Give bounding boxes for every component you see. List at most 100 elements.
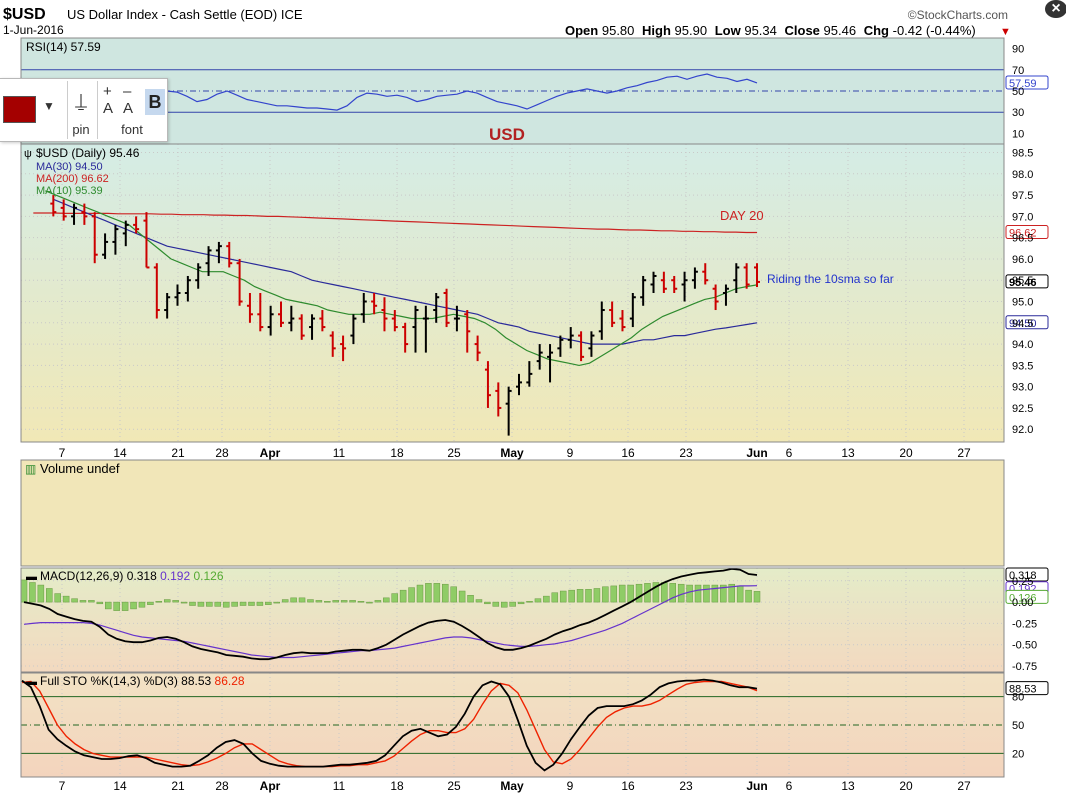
pin-button[interactable]: ⍊ pin <box>67 81 94 139</box>
x-tick-sto-2: 21 <box>171 779 185 793</box>
macd-title-signal: 0.192 <box>160 569 190 583</box>
macd-hist-43 <box>383 597 390 603</box>
font-increase-button[interactable]: + A <box>103 83 114 117</box>
rsi-y-tick-0: 10 <box>1012 128 1024 140</box>
hist-last-tag-box <box>1005 589 1049 604</box>
x-tick-price-5: 11 <box>333 446 346 460</box>
color-swatch[interactable] <box>3 96 36 123</box>
high-label: High <box>642 23 671 38</box>
x-tick-sto-13: 6 <box>786 779 793 793</box>
low-label: Low <box>715 23 742 38</box>
macd-hist-1 <box>29 582 36 603</box>
macd-hist-51 <box>450 586 457 603</box>
x-tick-price-2: 21 <box>171 446 185 460</box>
macd-title: MACD(12,26,9) 0.318 0.192 0.126 <box>40 569 224 583</box>
price-y-tick-7: 95.5 <box>1012 275 1033 287</box>
macd-hist-11 <box>113 601 120 611</box>
x-tick-sto-7: 25 <box>447 779 461 793</box>
ma30-legend: MA(30) 94.50 <box>36 161 103 173</box>
x-tick-price-12: Jun <box>746 446 767 460</box>
x-tick-sto-3: 28 <box>215 779 229 793</box>
pin-label: pin <box>72 122 90 137</box>
ohlc-readout: Open 95.80 High 95.90 Low 95.34 Close 95… <box>565 23 976 38</box>
macd-hist-30 <box>273 601 281 604</box>
macd-hist-50 <box>442 583 449 603</box>
price-y-tick-8: 96.0 <box>1012 254 1033 266</box>
x-tick-price-1: 14 <box>113 446 127 460</box>
macd-hist-58 <box>509 601 516 607</box>
macd-hist-29 <box>265 601 272 605</box>
macd-last-tag-box <box>1005 567 1049 582</box>
hist-last-tag: 0.126 <box>1009 592 1037 604</box>
macd-hist-37 <box>332 600 339 603</box>
price-y-tick-13: 98.5 <box>1012 148 1033 160</box>
x-tick-sto-8: May <box>500 779 524 793</box>
macd-hist-4 <box>54 593 61 603</box>
macd-hist-23 <box>214 601 222 607</box>
day20-note: DAY 20 <box>720 208 764 223</box>
chart-date: 1-Jun-2016 <box>3 23 64 37</box>
x-tick-price-7: 25 <box>447 446 461 460</box>
font-decrease-button[interactable]: – A <box>123 83 134 117</box>
sto-layer: 88.53 <box>21 678 1049 772</box>
volume-border <box>20 459 1005 567</box>
macd-hist-69 <box>602 586 609 603</box>
x-tick-sto-1: 14 <box>113 779 127 793</box>
macd-hist-63 <box>551 592 559 603</box>
price-y-tick-3: 93.5 <box>1012 360 1033 372</box>
price-y-tick-1: 92.5 <box>1012 403 1033 415</box>
x-tick-price-16: 27 <box>957 446 971 460</box>
chevron-down-icon[interactable]: ▼ <box>43 99 55 113</box>
macd-hist-3 <box>46 588 53 603</box>
price-border <box>20 143 1005 443</box>
macd-hist-61 <box>534 598 542 603</box>
rsi-last-tag-box <box>1005 75 1049 90</box>
macd-hist-52 <box>458 590 466 603</box>
macd-hist-17 <box>163 599 171 603</box>
macd-hist-66 <box>576 589 584 603</box>
macd-hist-44 <box>391 593 398 603</box>
macd-hist-68 <box>593 588 601 603</box>
macd-hist-83 <box>720 584 727 603</box>
macd-hist-79 <box>686 584 693 603</box>
close-value: 95.46 <box>824 23 857 38</box>
macd-hist-22 <box>206 601 213 607</box>
macd-hist-62 <box>543 595 550 603</box>
macd-hist-57 <box>500 601 508 608</box>
sto-title-prefix: Full STO %K(14,3) %D(3) <box>40 674 178 688</box>
macd-hist-9 <box>96 601 104 605</box>
volume-panel <box>21 460 1004 566</box>
close-icon[interactable]: × <box>1045 0 1066 18</box>
annotation-toolbar: ▼ ⍊ pin + A – A B font <box>0 78 168 142</box>
macd-hist-38 <box>340 600 348 603</box>
chg-label: Chg <box>864 23 889 38</box>
x-tick-sto-5: 11 <box>333 779 346 793</box>
x-tick-sto-6: 18 <box>390 779 404 793</box>
x-tick-sto-9: 9 <box>567 779 574 793</box>
price-y-tick-6: 95.0 <box>1012 297 1033 309</box>
price-y-tick-5: 94.5 <box>1012 318 1033 330</box>
rsi-y-tick-2: 50 <box>1012 86 1024 98</box>
rsi-line <box>166 73 758 111</box>
x-tick-price-6: 18 <box>390 446 404 460</box>
macd-y-tick-1: -0.50 <box>1012 640 1037 652</box>
macd-title-prefix: MACD(12,26,9) <box>40 569 123 583</box>
x-tick-sto-0: 7 <box>59 779 66 793</box>
macd-hist-67 <box>585 589 592 603</box>
macd-hist-53 <box>467 595 474 603</box>
price-icon: ψ <box>24 148 32 160</box>
x-tick-price-14: 13 <box>841 446 855 460</box>
font-label: font <box>121 122 143 137</box>
ma10-line <box>45 190 758 367</box>
x-tick-sto-16: 27 <box>957 779 971 793</box>
sto-title-d: 86.28 <box>215 674 245 688</box>
macd-hist-49 <box>433 583 441 603</box>
price-y-tick-12: 98.0 <box>1012 169 1033 181</box>
macd-hist-41 <box>366 601 373 604</box>
macd-hist-87 <box>753 591 761 603</box>
bold-button[interactable]: B <box>145 89 165 115</box>
macd-signal-line <box>23 585 758 659</box>
macd-hist-76 <box>661 582 668 603</box>
macd-hist-34 <box>307 599 314 603</box>
